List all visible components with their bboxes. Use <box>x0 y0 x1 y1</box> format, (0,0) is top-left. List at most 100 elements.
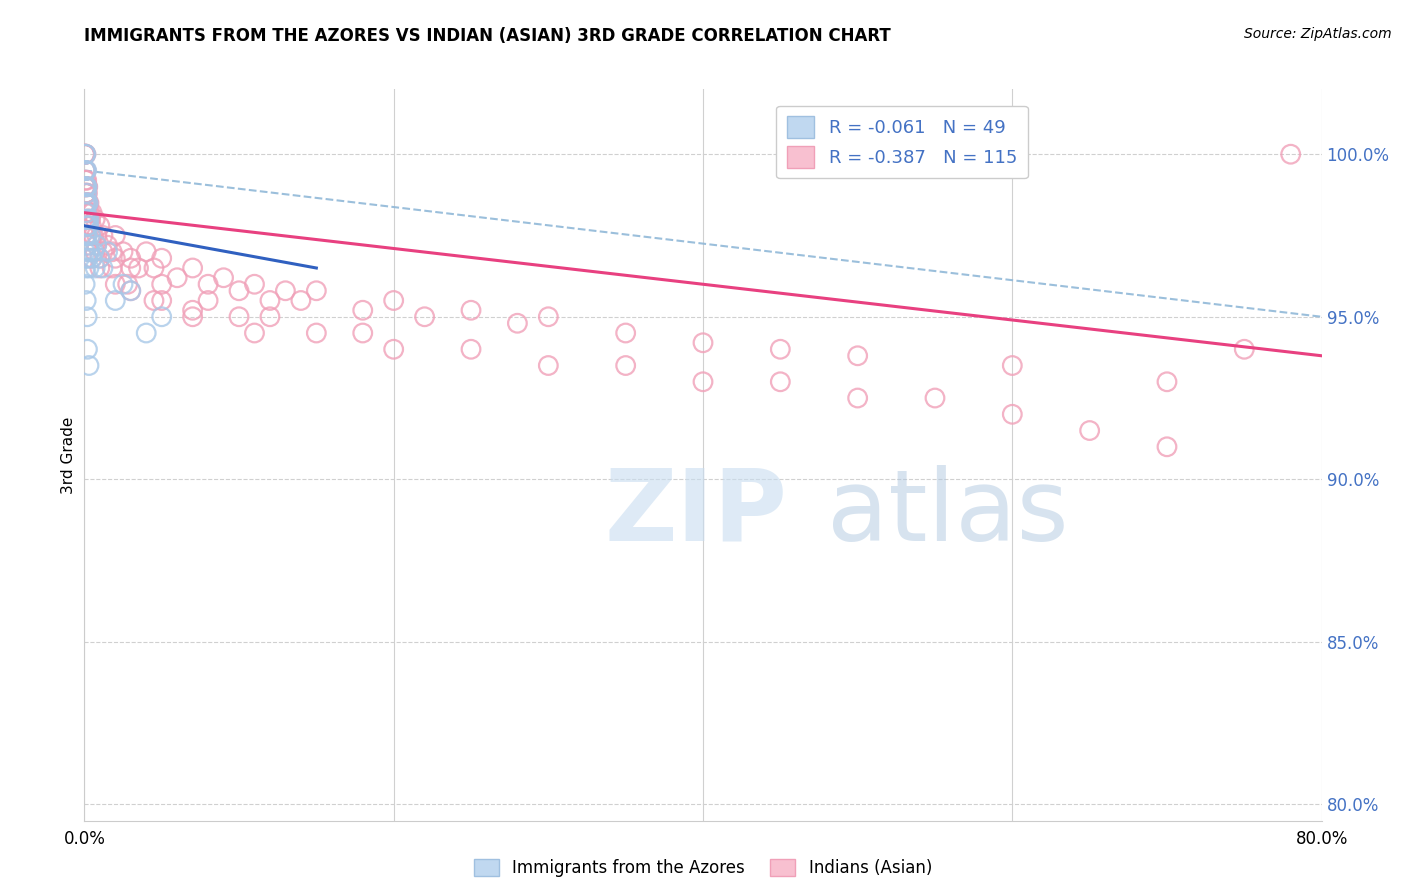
Point <box>104 293 127 308</box>
Point <box>76 343 98 357</box>
Point <box>75 163 97 178</box>
Point <box>197 277 219 292</box>
Point <box>243 277 266 292</box>
Point <box>537 310 560 324</box>
Point <box>143 293 166 308</box>
Point <box>243 326 266 340</box>
Point <box>79 228 101 243</box>
Y-axis label: 3rd Grade: 3rd Grade <box>60 417 76 493</box>
Point <box>1001 407 1024 421</box>
Point <box>135 244 157 259</box>
Point <box>77 196 100 211</box>
Point <box>75 260 97 275</box>
Point <box>75 147 97 161</box>
Point <box>82 252 104 266</box>
Point <box>228 284 250 298</box>
Point <box>84 244 107 259</box>
Point <box>846 349 869 363</box>
Point <box>212 270 235 285</box>
Point <box>75 147 97 161</box>
Point <box>614 326 637 340</box>
Point <box>76 228 98 243</box>
Point <box>181 303 204 318</box>
Point <box>75 277 97 292</box>
Point <box>460 303 482 318</box>
Point <box>181 310 204 324</box>
Point <box>75 186 97 201</box>
Point <box>76 179 98 194</box>
Point <box>75 179 97 194</box>
Point <box>1156 375 1178 389</box>
Point <box>128 260 150 275</box>
Point <box>75 228 97 243</box>
Point <box>352 303 374 318</box>
Point <box>77 212 100 227</box>
Point <box>305 284 328 298</box>
Point <box>75 179 97 194</box>
Point <box>91 244 114 259</box>
Point <box>537 359 560 373</box>
Point <box>77 244 100 259</box>
Point <box>84 212 107 227</box>
Point <box>76 228 98 243</box>
Point <box>77 359 100 373</box>
Point <box>76 310 98 324</box>
Point <box>143 260 166 275</box>
Point <box>924 391 946 405</box>
Point <box>80 219 103 233</box>
Point <box>84 260 107 275</box>
Point <box>150 252 173 266</box>
Point <box>73 147 96 161</box>
Point <box>76 196 98 211</box>
Point <box>75 147 97 161</box>
Point <box>79 212 101 227</box>
Point <box>76 179 98 194</box>
Point <box>75 163 97 178</box>
Point <box>274 284 297 298</box>
Point <box>75 186 97 201</box>
Point <box>75 212 97 227</box>
Point <box>75 163 97 178</box>
Point <box>82 228 104 243</box>
Point <box>77 196 100 211</box>
Point <box>77 260 100 275</box>
Point <box>413 310 436 324</box>
Legend: R = -0.061   N = 49, R = -0.387   N = 115: R = -0.061 N = 49, R = -0.387 N = 115 <box>776 105 1028 178</box>
Point <box>75 244 97 259</box>
Point <box>73 147 96 161</box>
Point <box>76 219 98 233</box>
Point <box>75 212 97 227</box>
Point <box>83 244 105 259</box>
Point <box>135 326 157 340</box>
Point <box>77 212 100 227</box>
Point <box>86 228 108 243</box>
Point <box>89 219 111 233</box>
Point <box>259 310 281 324</box>
Point <box>120 260 142 275</box>
Point <box>76 196 98 211</box>
Point <box>259 293 281 308</box>
Point <box>97 244 120 259</box>
Point <box>76 252 98 266</box>
Point <box>75 196 97 211</box>
Point <box>101 260 124 275</box>
Point <box>75 196 97 211</box>
Point <box>75 179 97 194</box>
Point <box>77 212 100 227</box>
Point <box>79 228 101 243</box>
Point <box>1156 440 1178 454</box>
Point <box>76 212 98 227</box>
Point <box>76 252 98 266</box>
Point <box>75 186 97 201</box>
Point <box>76 228 98 243</box>
Point <box>75 205 97 219</box>
Point <box>75 293 97 308</box>
Point <box>79 244 101 259</box>
Point <box>1001 359 1024 373</box>
Point <box>75 163 97 178</box>
Point <box>614 359 637 373</box>
Point <box>104 228 127 243</box>
Point <box>506 316 529 330</box>
Point <box>692 335 714 350</box>
Point <box>76 179 98 194</box>
